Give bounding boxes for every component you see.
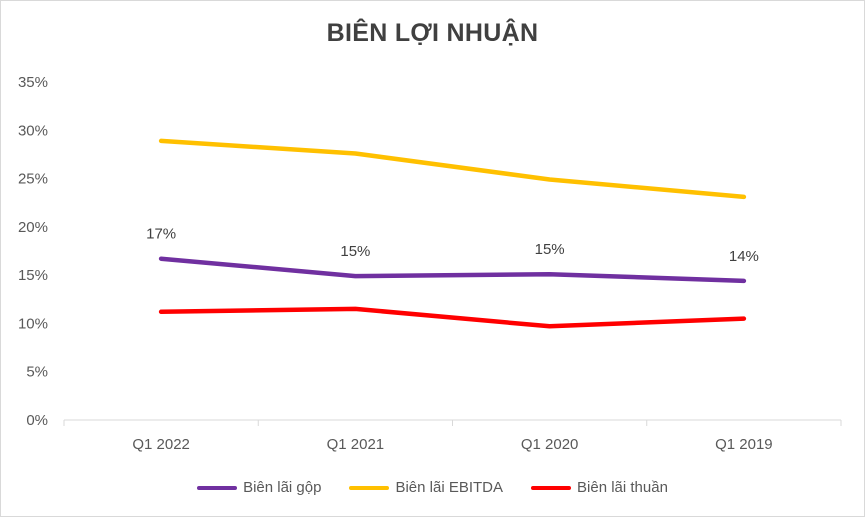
chart-title: BIÊN LỢI NHUẬN [326,19,539,47]
legend-label: Biên lãi EBITDA [395,479,504,496]
y-tick-label: 5% [26,364,48,381]
y-tick-label: 25% [18,171,48,188]
series-line [158,256,747,284]
x-tick-label: Q1 2020 [521,436,579,453]
series-lines [158,138,747,329]
legend-item: Biên lãi gộp [197,479,321,496]
y-tick-label: 10% [18,315,48,332]
data-label: 15% [535,241,565,258]
legend-item: Biên lãi thuần [531,479,668,496]
x-tick-label: Q1 2019 [715,436,773,453]
series-line [158,138,747,200]
legend-swatch [197,485,238,490]
x-axis: Q1 2022 Q1 2021 Q1 2020 Q1 2019 [63,420,842,453]
legend-swatch [349,485,390,490]
y-tick-label: 30% [18,122,48,139]
legend-label: Biên lãi thuần [577,479,668,496]
legend: Biên lãi gộp Biên lãi EBITDA Biên lãi thuầ… [1,479,864,496]
legend-swatch [531,485,572,490]
y-tick-label: 0% [26,412,48,429]
data-label: 15% [340,243,370,260]
legend-item: Biên lãi EBITDA [349,479,503,496]
y-tick-label: 35% [18,74,48,91]
y-tick-label: 20% [18,219,48,236]
y-tick-label: 15% [18,267,48,284]
data-label: 17% [146,226,176,243]
y-axis: 0% 5% 10% 15% 20% 25% 30% 35% [18,74,48,429]
data-labels: 17% 15% 15% 14% [146,226,759,265]
line-chart: 0%5%10%15%20%25%30%35% Q1 2022 Q1 2021 Q1 … [18,74,842,453]
x-tick-label: Q1 2022 [132,436,190,453]
data-label: 14% [729,248,759,265]
x-tick-label: Q1 2021 [327,436,385,453]
legend-label: Biên lãi gộp [243,479,322,496]
series-line [158,306,747,329]
